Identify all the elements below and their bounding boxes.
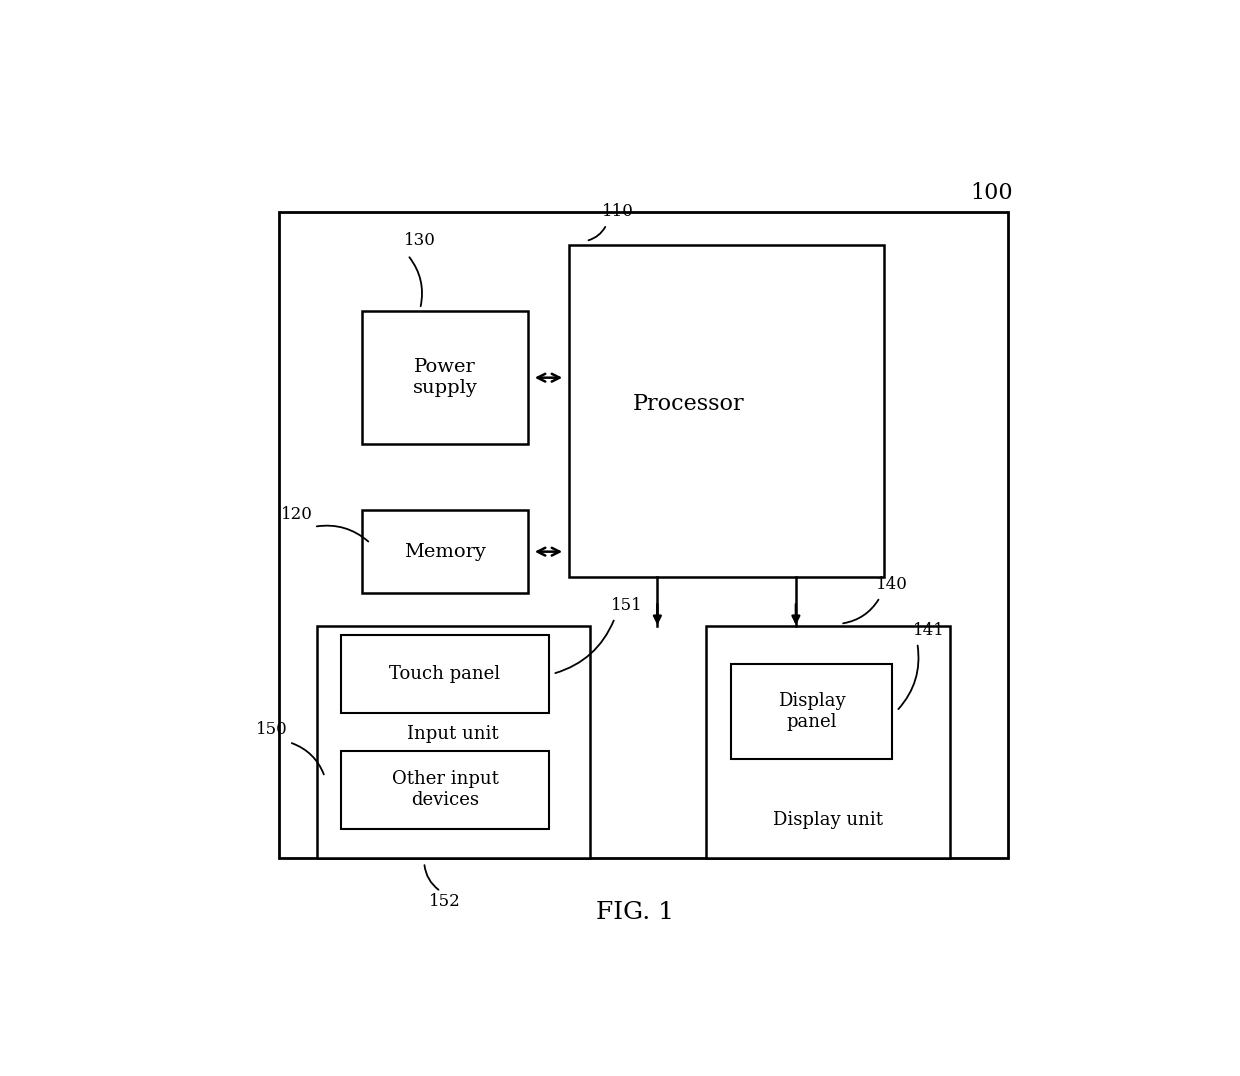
Bar (316, 626, 590, 859)
Text: Touch panel: Touch panel (389, 665, 501, 683)
Text: Memory: Memory (404, 542, 486, 561)
Text: 120: 120 (280, 506, 312, 523)
Bar (569, 245, 884, 577)
Bar (362, 311, 528, 444)
Bar (341, 751, 548, 830)
Text: Display unit: Display unit (773, 811, 883, 829)
Text: 141: 141 (913, 622, 945, 639)
Bar (341, 635, 548, 713)
Text: 152: 152 (429, 893, 461, 910)
Bar (279, 212, 1008, 859)
Text: 140: 140 (875, 576, 908, 593)
Text: 130: 130 (403, 232, 435, 250)
Bar (362, 510, 528, 593)
Text: 151: 151 (610, 597, 642, 613)
Text: Processor: Processor (634, 393, 745, 415)
Text: 110: 110 (603, 203, 634, 221)
Text: FIG. 1: FIG. 1 (596, 901, 675, 923)
Text: 100: 100 (970, 182, 1013, 203)
Text: 150: 150 (255, 721, 288, 738)
Bar (706, 626, 950, 859)
Text: Input unit: Input unit (408, 725, 498, 744)
Text: Display
panel: Display panel (777, 692, 846, 731)
Text: Other input
devices: Other input devices (392, 770, 498, 809)
Text: Power
supply: Power supply (413, 358, 477, 397)
Bar (730, 664, 893, 759)
